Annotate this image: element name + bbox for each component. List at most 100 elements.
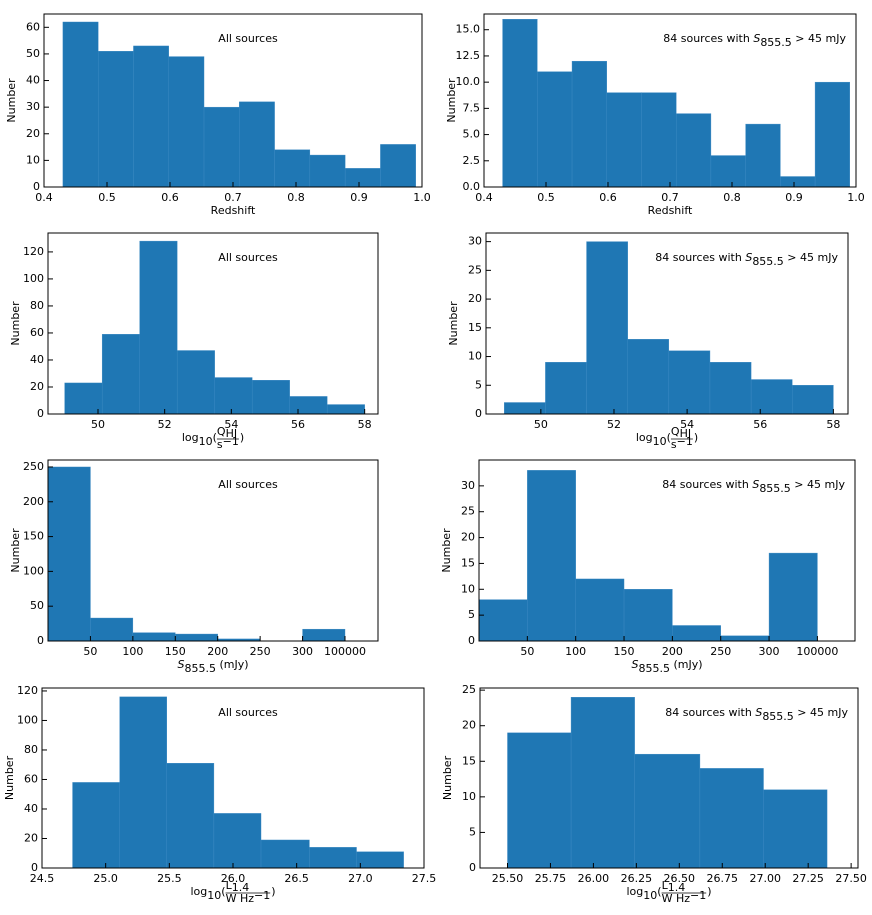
label-func: log: [626, 885, 643, 898]
histogram-bar: [571, 60, 607, 188]
x-tick-label: 24.5: [30, 872, 55, 885]
x-tick-label: 300: [292, 645, 313, 658]
x-tick-label: 0.8: [287, 191, 305, 204]
y-tick-label: 120: [23, 245, 44, 258]
x-tick-label: 250: [250, 645, 271, 658]
y-tick-label: 15: [468, 321, 482, 334]
y-tick-label: 15: [462, 754, 476, 767]
label-symbol: S: [753, 32, 760, 45]
histogram-bar: [606, 92, 642, 188]
histogram-bar: [634, 753, 701, 869]
x-tick-label: 52: [158, 418, 172, 431]
histogram-bar: [545, 362, 587, 415]
label-subscript: 855.5: [759, 482, 791, 495]
x-tick-label: 26.75: [707, 872, 739, 885]
x-tick-label: 25.50: [492, 872, 524, 885]
histogram-bar: [792, 385, 834, 415]
y-axis-label: Number: [9, 301, 22, 346]
x-tick-label: 27.0: [348, 872, 373, 885]
y-tick-label: 100: [23, 564, 44, 577]
x-tick-label: 0.4: [475, 191, 493, 204]
x-tick-label: 25.0: [93, 872, 118, 885]
y-tick-label: 25: [461, 505, 475, 518]
x-tick-label: 100: [565, 645, 586, 658]
x-axis-label: log 10(L 1.4W Hz −1): [190, 879, 275, 905]
y-axis-label: Number: [441, 755, 454, 800]
y-axis-label: Number: [447, 301, 460, 346]
y-axis-label: Number: [5, 78, 18, 123]
plot-frame: [47, 459, 379, 642]
y-tick-label: 30: [468, 235, 482, 248]
x-tick-label: 26.5: [284, 872, 309, 885]
label-paren: ): [694, 431, 698, 444]
y-tick-label: 0: [468, 634, 475, 647]
histogram-bar: [139, 240, 178, 415]
histogram-bar: [90, 617, 134, 642]
x-axis-label: Redshift: [648, 204, 693, 217]
y-tick-label: 5: [475, 378, 482, 391]
x-tick-label: 0.4: [35, 191, 53, 204]
label-text: 84 sources with: [662, 478, 752, 491]
x-tick-label: 150: [614, 645, 635, 658]
plot-frame: [485, 232, 849, 415]
x-tick-label: 27.00: [749, 872, 781, 885]
histogram-bar: [239, 101, 275, 188]
fraction-denominator-sup: −1: [254, 889, 270, 902]
y-tick-label: 10: [468, 350, 482, 363]
fraction-denominator: s: [217, 438, 223, 451]
label-subscript: 855.5: [638, 662, 670, 675]
x-tick-label: 1.0: [413, 191, 431, 204]
y-tick-label: 20: [468, 292, 482, 305]
fraction-numerator: Q: [217, 425, 226, 438]
y-tick-label: 50: [26, 47, 40, 60]
histogram-bar: [527, 470, 576, 642]
histogram-bar: [302, 628, 346, 642]
histogram-bar: [133, 45, 169, 188]
x-axis-label-text: Redshift: [648, 204, 693, 217]
label-func: log: [182, 431, 199, 444]
label-text: 84 sources with: [663, 32, 753, 45]
histogram-bar: [780, 176, 816, 188]
y-tick-label: 5: [469, 825, 476, 838]
y-tick-label: 7.5: [463, 101, 481, 114]
histogram-bar: [676, 113, 712, 188]
x-tick-label: 200: [207, 645, 228, 658]
y-tick-label: 150: [23, 530, 44, 543]
label-text: 84 sources with: [665, 706, 755, 719]
plot-frame: [478, 459, 856, 642]
label-paren: ): [240, 431, 244, 444]
y-tick-label: 100: [23, 272, 44, 285]
y-tick-label: 20: [24, 831, 38, 844]
y-tick-label: 12.5: [456, 49, 481, 62]
x-axis-label: log 10(Q HIs −1): [182, 425, 244, 451]
y-tick-label: 40: [26, 74, 40, 87]
x-tick-label: 100000: [796, 645, 838, 658]
histogram-bar: [274, 149, 311, 188]
histogram-bar: [768, 552, 818, 642]
histogram-bar: [168, 56, 205, 188]
y-tick-label: 25: [468, 263, 482, 276]
histogram-bar: [344, 168, 381, 188]
histogram-bar: [586, 241, 628, 415]
x-tick-label: 26.50: [664, 872, 696, 885]
y-tick-label: 100: [17, 713, 38, 726]
annotation-text: All sources: [218, 32, 278, 45]
x-tick-label: 100: [122, 645, 143, 658]
fraction-numerator-sub: HI: [226, 427, 238, 440]
histogram-bar: [641, 92, 677, 188]
y-tick-label: 20: [26, 127, 40, 140]
histogram-bar: [175, 633, 218, 642]
y-tick-label: 10: [461, 582, 475, 595]
x-tick-label: 27.50: [835, 872, 867, 885]
plot-frame: [479, 687, 859, 869]
label-text: 84 sources with: [655, 251, 745, 264]
y-tick-label: 15.0: [456, 23, 481, 36]
x-tick-label: 0.7: [224, 191, 242, 204]
y-tick-label: 50: [30, 599, 44, 612]
histogram-bar: [326, 404, 365, 415]
histogram-bar: [62, 21, 99, 188]
histogram-bar: [814, 81, 851, 188]
histogram-bar: [380, 144, 416, 188]
y-tick-label: 0: [469, 861, 476, 874]
annotation: All sources: [218, 32, 278, 45]
